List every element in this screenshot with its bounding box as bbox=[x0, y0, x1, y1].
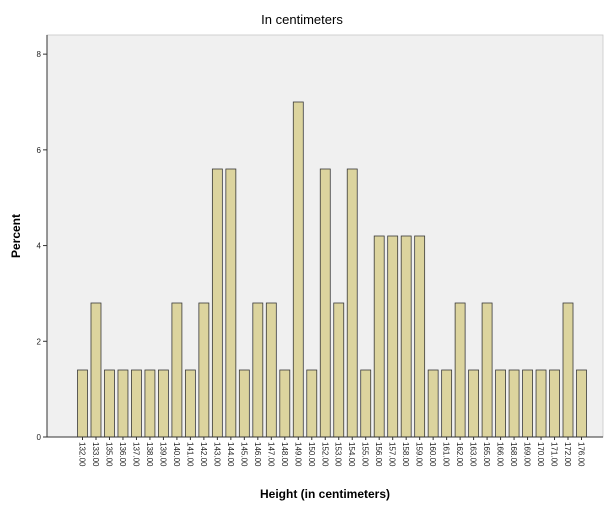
x-tick-label: 166.00 bbox=[496, 442, 505, 467]
x-tick-label: 153.00 bbox=[334, 442, 343, 467]
bar bbox=[373, 235, 385, 438]
x-tick-label: 144.00 bbox=[226, 442, 235, 467]
bar bbox=[265, 302, 277, 438]
x-tick-label: 154.00 bbox=[347, 442, 356, 467]
bar bbox=[306, 369, 318, 438]
bar bbox=[90, 302, 102, 438]
x-tick-label: 171.00 bbox=[550, 442, 559, 467]
x-tick-label: 161.00 bbox=[442, 442, 451, 467]
bar bbox=[292, 101, 304, 438]
bar bbox=[549, 369, 560, 438]
y-tick-label: 2 bbox=[37, 337, 42, 346]
bar bbox=[319, 168, 331, 438]
bar bbox=[562, 302, 574, 438]
bar bbox=[211, 168, 223, 438]
x-tick-label: 156.00 bbox=[374, 442, 383, 467]
bar bbox=[117, 369, 129, 438]
bar bbox=[400, 235, 412, 438]
bar bbox=[171, 302, 183, 438]
x-tick-label: 133.00 bbox=[91, 442, 100, 467]
x-tick-label: 137.00 bbox=[131, 442, 140, 467]
bar bbox=[346, 168, 358, 438]
x-tick-label: 136.00 bbox=[118, 442, 127, 467]
bar bbox=[387, 235, 399, 438]
x-tick-label: 138.00 bbox=[145, 442, 154, 467]
x-tick-label: 158.00 bbox=[401, 442, 410, 467]
bar bbox=[184, 369, 196, 438]
x-tick-label: 142.00 bbox=[199, 442, 208, 467]
x-tick-label: 170.00 bbox=[536, 442, 545, 467]
bar bbox=[131, 369, 142, 438]
bar bbox=[522, 369, 533, 438]
bar bbox=[104, 369, 115, 438]
bar bbox=[238, 369, 250, 438]
x-tick-label: 140.00 bbox=[172, 442, 181, 467]
x-tick-label: 139.00 bbox=[158, 442, 167, 467]
x-tick-label: 152.00 bbox=[320, 442, 329, 467]
x-tick-label: 176.00 bbox=[577, 442, 586, 467]
bar bbox=[198, 302, 210, 438]
x-tick-label: 132.00 bbox=[78, 442, 87, 467]
y-tick-label: 6 bbox=[37, 146, 42, 155]
x-tick-label: 145.00 bbox=[239, 442, 248, 467]
bar bbox=[77, 369, 88, 438]
bar bbox=[441, 369, 453, 438]
axis-layer: 0 2 4 6 8 132.00 133.00 135.00 136.00 137.00 138.0… bbox=[37, 35, 603, 467]
x-tick-label: 160.00 bbox=[428, 442, 437, 467]
x-tick-label: 148.00 bbox=[280, 442, 289, 467]
x-tick-label: 163.00 bbox=[469, 442, 478, 467]
bar bbox=[535, 369, 547, 438]
x-tick-label: 150.00 bbox=[307, 442, 316, 467]
x-tick-label: 141.00 bbox=[185, 442, 194, 467]
bar bbox=[252, 302, 264, 438]
bar bbox=[279, 369, 291, 438]
x-tick-label: 135.00 bbox=[104, 442, 113, 467]
x-tick-label: 159.00 bbox=[415, 442, 424, 467]
x-tick-label: 143.00 bbox=[212, 442, 221, 467]
bar bbox=[333, 302, 345, 438]
y-axis-label: Percent bbox=[9, 214, 23, 258]
y-tick-label: 8 bbox=[37, 50, 42, 59]
bar bbox=[495, 369, 506, 438]
x-tick-label: 155.00 bbox=[361, 442, 370, 467]
x-tick-label: 146.00 bbox=[253, 442, 262, 467]
bar bbox=[481, 302, 493, 438]
chart-title: In centimeters bbox=[261, 12, 343, 27]
bar bbox=[414, 235, 426, 438]
x-axis-label: Height (in centimeters) bbox=[260, 487, 390, 501]
bar bbox=[427, 369, 439, 438]
x-tick-label: 147.00 bbox=[266, 442, 275, 467]
x-tick-label: 172.00 bbox=[563, 442, 572, 467]
bar bbox=[360, 369, 372, 438]
y-tick-label: 4 bbox=[37, 242, 42, 251]
bar bbox=[225, 168, 237, 438]
bar bbox=[468, 369, 480, 438]
x-tick-label: 165.00 bbox=[482, 442, 491, 467]
x-tick-label: 162.00 bbox=[455, 442, 464, 467]
x-tick-label: 168.00 bbox=[509, 442, 518, 467]
x-tick-label: 157.00 bbox=[388, 442, 397, 467]
x-tick-label: 149.00 bbox=[293, 442, 302, 467]
bar bbox=[158, 369, 169, 438]
y-tick-label: 0 bbox=[37, 433, 42, 442]
bar bbox=[454, 302, 466, 438]
bar bbox=[576, 369, 587, 438]
bar bbox=[144, 369, 156, 438]
x-tick-label: 169.00 bbox=[523, 442, 532, 467]
bar bbox=[508, 369, 520, 438]
